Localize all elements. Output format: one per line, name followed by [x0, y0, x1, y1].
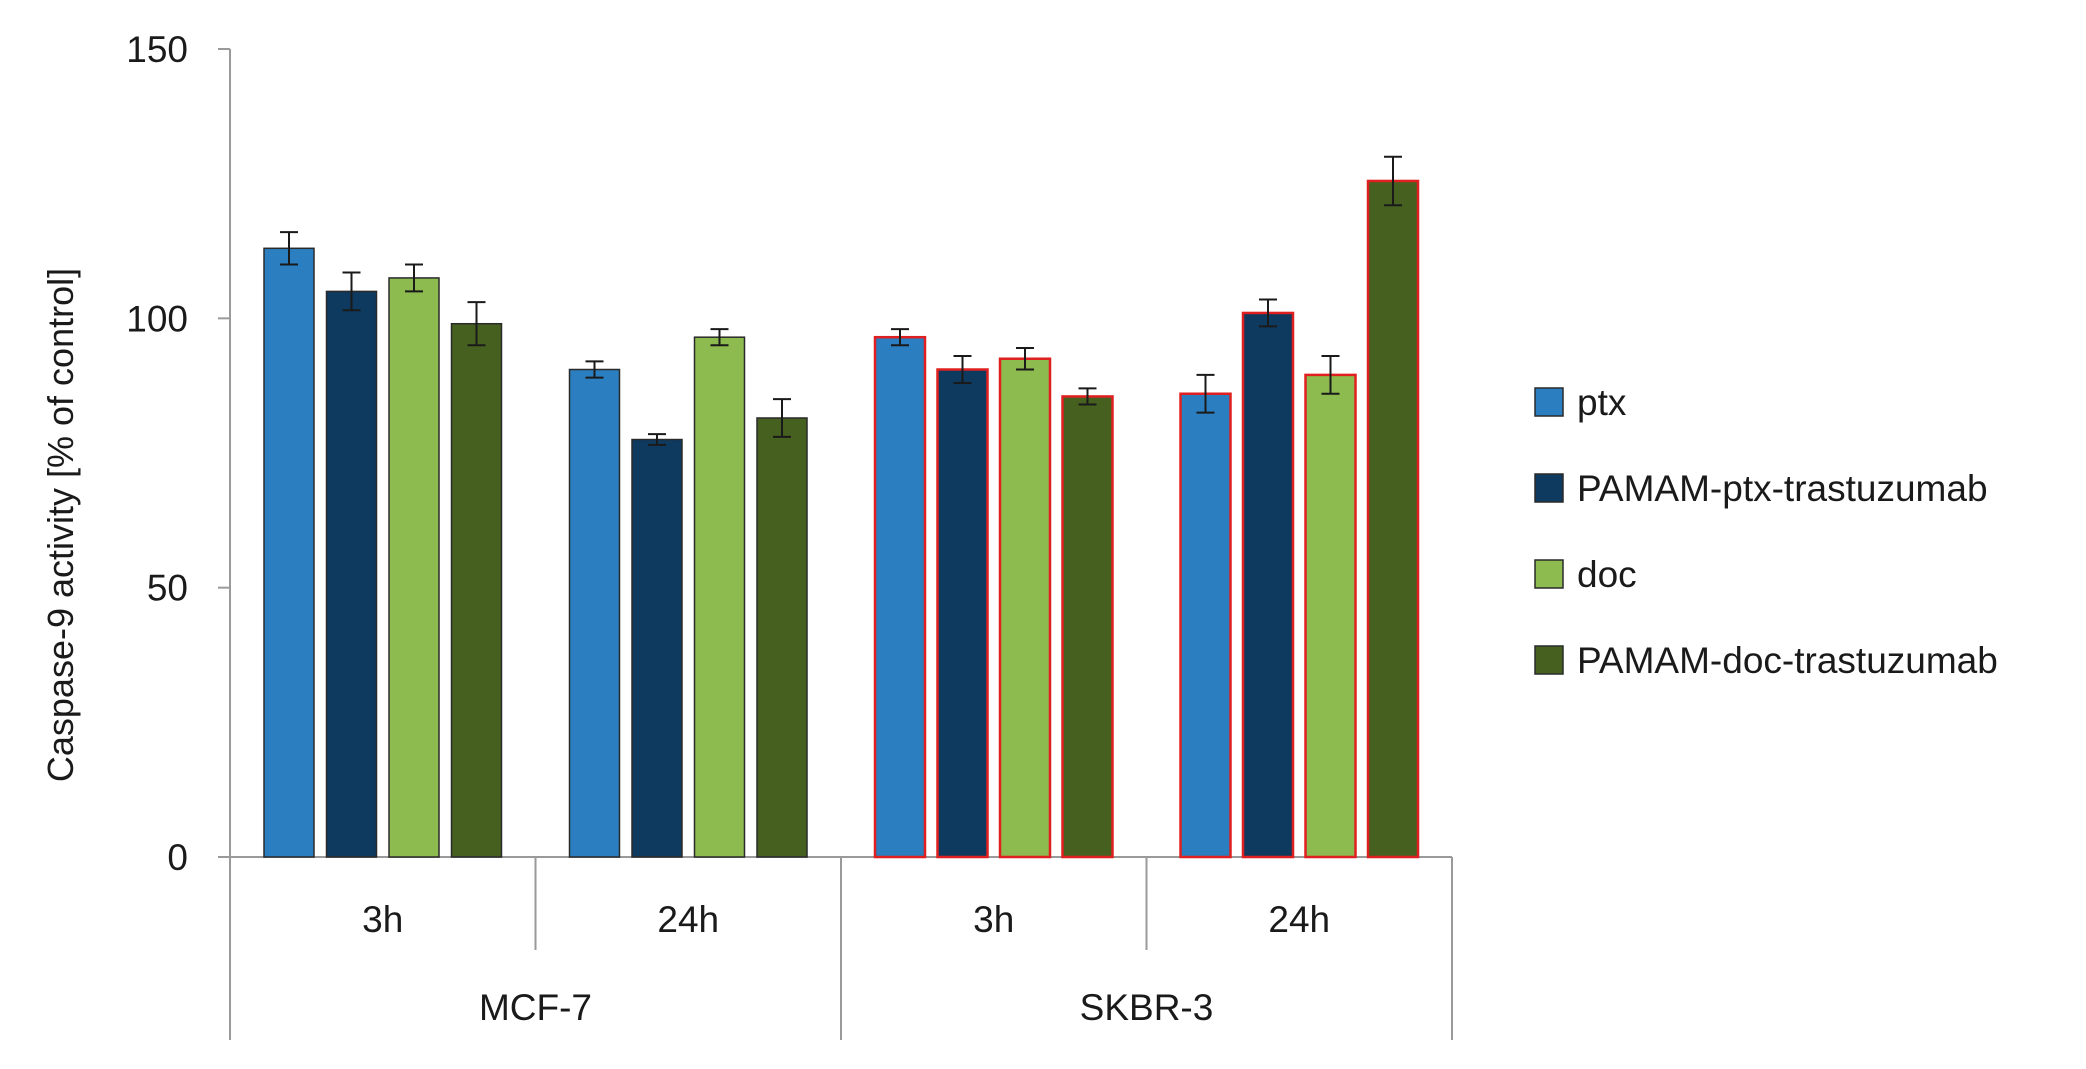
bar-doc-1	[693, 336, 746, 858]
bar-pamam-ptx-trastuzumab-3	[1241, 311, 1295, 859]
y-tick-label: 50	[147, 568, 188, 609]
legend-label: PAMAM-doc-trastuzumab	[1577, 640, 1998, 681]
y-tick-label: 100	[126, 298, 188, 339]
bar-doc-2	[998, 357, 1052, 859]
bar-ptx-3	[1179, 392, 1232, 859]
legend-label: PAMAM-ptx-trastuzumab	[1577, 468, 1988, 509]
legend-swatch	[1534, 387, 1564, 417]
x-category-label: 24h	[1268, 899, 1330, 940]
bar-ptx-1	[568, 368, 621, 858]
legend-label: doc	[1577, 554, 1637, 595]
bar-pamam-doc-trastuzumab-2	[1061, 395, 1114, 859]
bar-doc-3	[1304, 373, 1357, 859]
legend-swatch	[1534, 559, 1564, 589]
x-group-label: SKBR-3	[1080, 987, 1214, 1028]
x-category-label: 3h	[362, 899, 403, 940]
bar-doc-0	[388, 277, 440, 858]
x-category-label: 24h	[657, 899, 719, 940]
bar-pamam-doc-trastuzumab-3	[1366, 179, 1420, 859]
x-category-label: 3h	[973, 899, 1014, 940]
y-tick-label: 150	[126, 29, 188, 70]
legend: ptx PAMAM-ptx-trastuzumab doc PAMAM-doc-tra…	[1534, 382, 1998, 681]
bar-ptx-2	[873, 335, 927, 859]
legend-label: ptx	[1577, 382, 1627, 423]
y-axis-label: Caspase-9 activity [% of control]	[40, 268, 81, 782]
bar-pamam-ptx-trastuzumab-1	[631, 438, 683, 858]
bar-pamam-doc-trastuzumab-0	[450, 322, 503, 858]
error-bars	[280, 155, 1402, 446]
y-tick-label: 0	[167, 837, 188, 878]
bars	[263, 179, 1420, 859]
bar-pamam-doc-trastuzumab-1	[756, 417, 808, 858]
x-group-label: MCF-7	[479, 987, 592, 1028]
bar-pamam-ptx-trastuzumab-2	[936, 368, 989, 859]
bar-pamam-ptx-trastuzumab-0	[325, 290, 378, 858]
legend-swatch	[1534, 473, 1564, 503]
legend-swatch	[1534, 645, 1564, 675]
x-axis-labels: 3h 24h MCF-7 3h 24h SKBR-3	[362, 899, 1330, 1028]
bar-ptx-0	[263, 247, 315, 858]
